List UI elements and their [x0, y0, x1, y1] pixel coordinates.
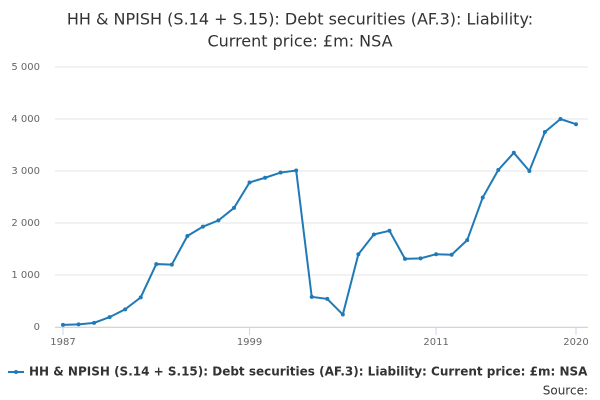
point: [185, 234, 190, 238]
point: [76, 322, 81, 327]
point: [169, 262, 174, 267]
chart-title: Current price: £m: NSA: [207, 32, 392, 51]
point: [480, 195, 485, 200]
point: [123, 307, 128, 312]
point: [232, 205, 236, 210]
point: [558, 117, 563, 121]
x-tick-label: 1999: [237, 337, 262, 348]
point: [418, 256, 423, 261]
x-tick-label: 2020: [563, 337, 588, 348]
legend-marker: [14, 370, 18, 374]
legend-label: HH & NPISH (S.14 + S.15): Debt securitie…: [29, 365, 588, 379]
y-tick-label: 3 000: [11, 166, 40, 177]
point: [527, 169, 532, 173]
y-tick-label: 4 000: [11, 114, 40, 125]
point: [263, 175, 268, 180]
point: [294, 168, 299, 173]
y-tick-label: 2 000: [11, 218, 40, 229]
y-tick-label: 1 000: [11, 270, 40, 281]
x-tick-label: 2011: [423, 337, 448, 348]
point: [403, 256, 407, 261]
point: [340, 312, 345, 317]
point: [92, 320, 97, 325]
point: [138, 295, 143, 300]
point: [247, 180, 252, 185]
point: [434, 252, 439, 257]
point: [574, 122, 578, 127]
point: [278, 170, 283, 175]
point: [449, 252, 454, 257]
point: [465, 238, 470, 243]
line: [62, 117, 577, 326]
point: [107, 315, 112, 320]
point: [511, 150, 516, 155]
point: [216, 218, 221, 223]
point: [154, 262, 159, 267]
point: [542, 130, 547, 134]
y-tick-label: 0: [34, 322, 40, 333]
x-tick-label: 1987: [50, 337, 75, 348]
point: [356, 252, 361, 257]
point: [387, 228, 392, 233]
point: [200, 224, 205, 229]
point: [371, 232, 376, 237]
point: [325, 296, 330, 301]
point: [496, 167, 501, 172]
point: [309, 294, 314, 299]
chart-title: HH & NPISH (S.14 + S.15): Debt securitie…: [67, 10, 533, 29]
y-tick-label: 5 000: [11, 62, 40, 73]
point: [61, 322, 65, 327]
source: Source:: [543, 384, 588, 398]
